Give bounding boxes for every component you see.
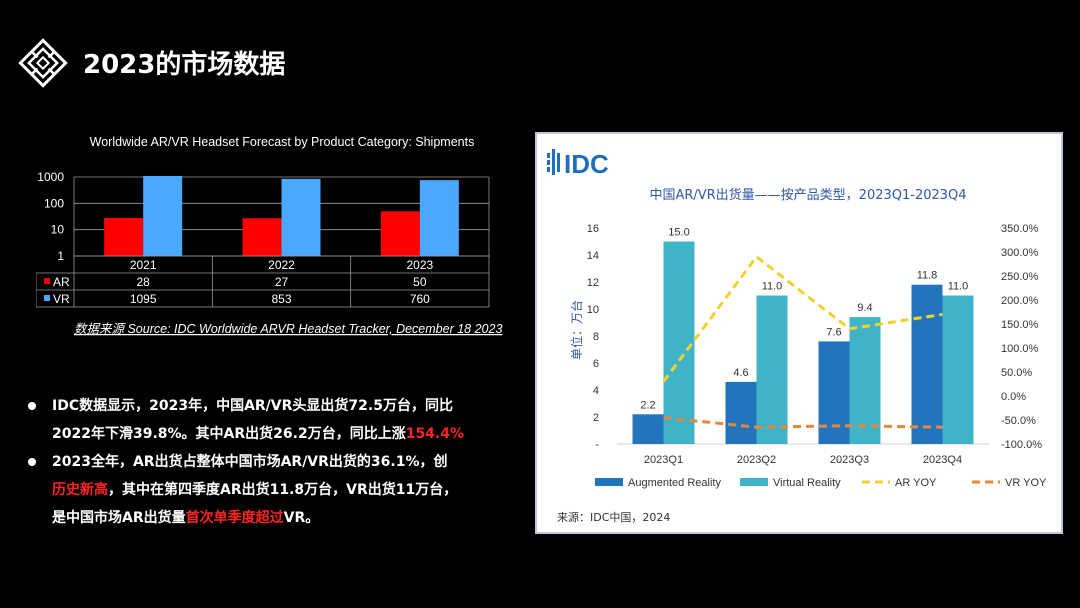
data-label: 2.2 [640, 399, 655, 411]
right-chart-source: 来源：IDC中国，2024 [557, 510, 670, 524]
right-chart-ylabel: 单位：万台 [569, 300, 584, 360]
y2-tick-label: 200.0% [1001, 295, 1039, 307]
data-label: 7.6 [826, 326, 841, 338]
page-title: 2023的市场数据 [83, 50, 286, 80]
y2-tick-label: 50.0% [1001, 367, 1032, 379]
y-tick-label: 10 [587, 304, 599, 316]
table-cell: 27 [275, 275, 289, 289]
legend-label: Augmented Reality [628, 477, 721, 489]
legend-label: Virtual Reality [773, 477, 841, 489]
y2-tick-label: 100.0% [1001, 343, 1039, 355]
bar-virtual-reality-2023Q1 [663, 241, 695, 444]
y-tick-label: 14 [587, 250, 599, 262]
china-shipments-chart: IDC 中国AR/VR出货量——按产品类型，2023Q1-2023Q4 单位：万… [547, 149, 1047, 524]
idc-china-chart-panel: IDC 中国AR/VR出货量——按产品类型，2023Q1-2023Q4 单位：万… [535, 132, 1063, 534]
y-tick-label: 12 [587, 277, 599, 289]
bar-ar-2021 [104, 217, 144, 256]
category-label: 2023Q4 [923, 454, 962, 466]
bar-vr-2022 [281, 178, 321, 256]
category-label: 2023Q2 [737, 454, 776, 466]
line-vr-yoy [663, 416, 943, 429]
bullet-2-line-2: 历史新高，其中在第四季度AR出货11.8万台，VR出货11万台， [52, 482, 458, 498]
y2-tick-label: 300.0% [1001, 247, 1039, 259]
bar-ar-2023 [380, 211, 420, 256]
left-chart-title: Worldwide AR/VR Headset Forecast by Prod… [90, 135, 475, 149]
idc-brand-text: IDC [564, 149, 609, 179]
right-chart-title: 中国AR/VR出货量——按产品类型，2023Q1-2023Q4 [649, 187, 966, 203]
highlight-text: 154.4% [405, 426, 465, 442]
bar-vr-2023 [419, 180, 459, 256]
data-label: 11.0 [762, 281, 783, 293]
data-label: 11.8 [917, 270, 938, 282]
category-label: 2023Q1 [644, 454, 683, 466]
data-label: 15.0 [668, 227, 689, 239]
bar-augmented-reality-2023Q4 [911, 284, 943, 444]
bar-augmented-reality-2023Q2 [725, 381, 757, 444]
y2-tick-label: -100.0% [1001, 439, 1042, 451]
y-tick-label: 6 [593, 358, 599, 370]
table-cell: 28 [136, 275, 150, 289]
bar-augmented-reality-2023Q3 [818, 341, 850, 444]
data-label: 9.4 [857, 302, 872, 314]
category-label: 2021 [130, 258, 157, 272]
bar-virtual-reality-2023Q4 [942, 295, 974, 444]
data-label: 4.6 [733, 367, 748, 379]
bullet-2-line-3: 是中国市场AR出货量首次单季度超过VR。 [52, 510, 320, 526]
highlight-text: 历史新高 [52, 482, 108, 498]
y2-tick-label: 0.0% [1001, 391, 1026, 403]
y-tick-label: 4 [593, 385, 599, 397]
y-tick-label: 100 [44, 196, 64, 210]
y-tick-label: 1 [57, 249, 64, 263]
y-tick-label: 10 [51, 223, 65, 237]
legend-key [740, 478, 768, 486]
bar-vr-2021 [143, 175, 183, 256]
bullet-dot [28, 458, 36, 466]
left-chart-source: 数据来源 Source: IDC Worldwide ARVR Headset … [74, 322, 502, 336]
bar-virtual-reality-2023Q3 [849, 317, 881, 444]
category-label: 2022 [268, 258, 295, 272]
legend-label: AR YOY [895, 477, 937, 489]
category-label: 2023Q3 [830, 454, 869, 466]
y-tick-label: 1000 [37, 170, 64, 184]
line-ar-yoy [662, 254, 943, 383]
legend-label: VR YOY [1005, 477, 1047, 489]
bullet-1-line-2: 2022年下滑39.8%。其中AR出货26.2万台，同比上涨154.4% [52, 426, 465, 442]
bar-ar-2022 [242, 218, 282, 256]
bullet-2-line-1: 2023全年，AR出货占整体中国市场AR/VR出货的36.1%，创 [52, 454, 448, 470]
y2-tick-label: 250.0% [1001, 271, 1039, 283]
bullet-dot [28, 402, 36, 410]
y-tick-label: - [595, 439, 599, 451]
bullet-1-line-1: IDC数据显示，2023年，中国AR/VR头显出货72.5万台，同比 [52, 398, 453, 414]
legend-label: AR [53, 275, 70, 289]
worldwide-shipments-chart: Worldwide AR/VR Headset Forecast by Prod… [36, 130, 528, 345]
category-label: 2023 [406, 258, 433, 272]
highlight-text: 首次单季度超过 [185, 510, 284, 526]
bar-augmented-reality-2023Q1 [632, 414, 664, 444]
table-cell: 50 [413, 275, 427, 289]
table-cell: 760 [410, 292, 430, 306]
y2-tick-label: 150.0% [1001, 319, 1039, 331]
y-tick-label: 2 [593, 412, 599, 424]
table-cell: 853 [271, 292, 291, 306]
bar-virtual-reality-2023Q2 [756, 295, 788, 444]
y-tick-label: 8 [593, 331, 599, 343]
y-tick-label: 16 [587, 223, 599, 235]
y2-tick-label: 350.0% [1001, 223, 1039, 235]
legend-key [595, 478, 623, 486]
legend-label: VR [53, 292, 70, 306]
legend-key-ar [44, 278, 50, 284]
legend-key-vr [44, 295, 50, 301]
data-label: 11.0 [948, 281, 969, 293]
y2-tick-label: -50.0% [1001, 415, 1036, 427]
idc-logo-icon: IDC [547, 149, 609, 179]
brand-logo-icon [18, 38, 68, 88]
table-cell: 1095 [130, 292, 157, 306]
